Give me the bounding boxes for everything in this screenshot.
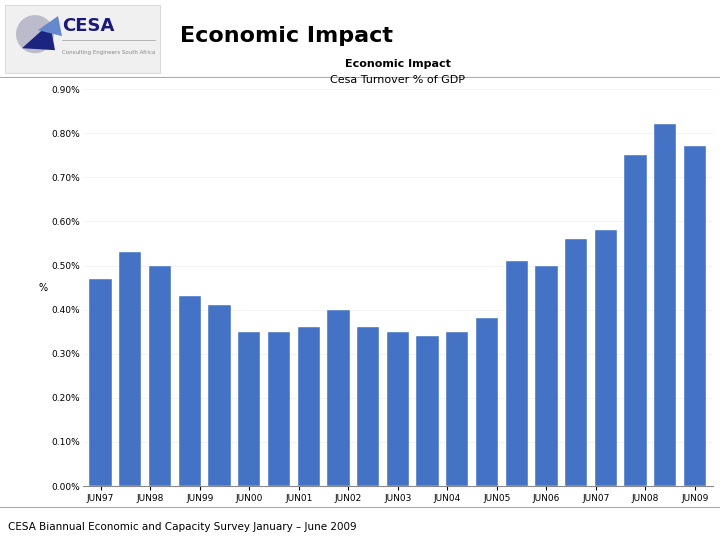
Bar: [684, 146, 706, 486]
Text: Economic Impact: Economic Impact: [180, 26, 393, 46]
Y-axis label: %: %: [38, 282, 48, 293]
Bar: [505, 261, 528, 486]
Bar: [149, 266, 171, 486]
Bar: [179, 296, 201, 486]
Bar: [387, 332, 409, 486]
Ellipse shape: [16, 15, 54, 53]
Text: Consulting Engineers South Africa: Consulting Engineers South Africa: [62, 50, 156, 55]
FancyBboxPatch shape: [5, 5, 160, 73]
Bar: [595, 230, 617, 486]
Bar: [268, 332, 290, 486]
Bar: [327, 309, 349, 486]
Polygon shape: [22, 23, 55, 50]
Bar: [654, 124, 676, 486]
Bar: [297, 327, 320, 486]
Text: CESA Biannual Economic and Capacity Survey January – June 2009: CESA Biannual Economic and Capacity Surv…: [8, 522, 356, 532]
Bar: [565, 239, 588, 486]
Bar: [89, 279, 112, 486]
Text: Economic Impact: Economic Impact: [345, 59, 451, 69]
Bar: [120, 252, 142, 486]
Bar: [238, 332, 261, 486]
Bar: [416, 336, 438, 486]
Bar: [446, 332, 469, 486]
Bar: [476, 319, 498, 486]
Bar: [624, 156, 647, 486]
Text: Cesa Turnover % of GDP: Cesa Turnover % of GDP: [330, 75, 465, 85]
Bar: [357, 327, 379, 486]
Bar: [208, 305, 230, 486]
Polygon shape: [38, 16, 62, 36]
Bar: [535, 266, 557, 486]
Text: CESA: CESA: [62, 17, 114, 35]
